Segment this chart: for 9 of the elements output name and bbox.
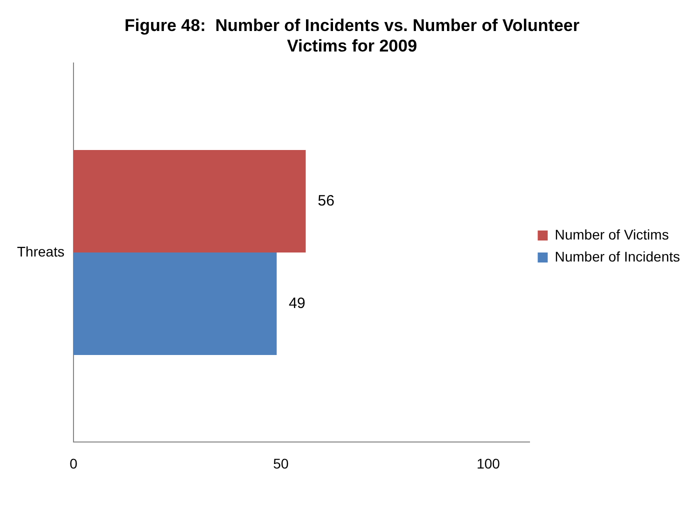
chart-title: Figure 48: Number of Incidents vs. Number of Volunteer Victims for 2009 xyxy=(124,16,580,56)
legend-label: Number of Incidents xyxy=(554,248,680,264)
data-label: 49 xyxy=(288,294,306,312)
data-label: 56 xyxy=(318,192,334,210)
x-tick-label: 100 xyxy=(476,455,500,472)
y-tick-label: Threats xyxy=(16,243,64,260)
x-tick-label: 50 xyxy=(273,455,289,472)
legend-label: Number of Victims xyxy=(554,226,669,242)
x-tick-label: 0 xyxy=(70,455,78,472)
